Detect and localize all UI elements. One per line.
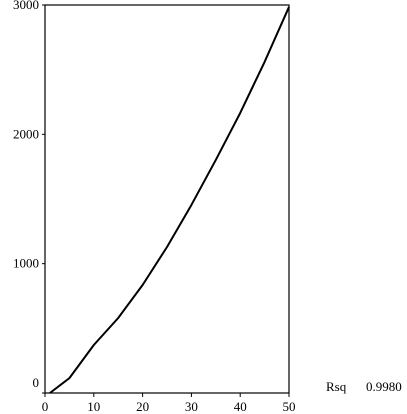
x-tick-label: 50 bbox=[283, 399, 296, 414]
y-tick-label: 3000 bbox=[13, 0, 39, 12]
y-tick-label: 0 bbox=[33, 375, 40, 390]
line bbox=[49, 6, 290, 394]
annotation: 0.9980 bbox=[366, 379, 402, 394]
x-tick-label: 30 bbox=[185, 399, 198, 414]
plot-frame bbox=[44, 4, 290, 394]
y-tick-label: 1000 bbox=[13, 256, 39, 271]
annotation: Rsq bbox=[326, 379, 347, 394]
x-tick-label: 40 bbox=[234, 399, 247, 414]
x-tick-label: 20 bbox=[136, 399, 149, 414]
x-tick-label: 10 bbox=[87, 399, 100, 414]
x-tick-label: 0 bbox=[42, 399, 49, 414]
y-tick-label: 2000 bbox=[13, 126, 39, 141]
